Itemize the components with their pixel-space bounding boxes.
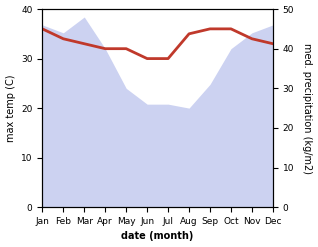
Y-axis label: med. precipitation (kg/m2): med. precipitation (kg/m2) xyxy=(302,43,313,174)
X-axis label: date (month): date (month) xyxy=(121,231,194,242)
Y-axis label: max temp (C): max temp (C) xyxy=(5,74,16,142)
